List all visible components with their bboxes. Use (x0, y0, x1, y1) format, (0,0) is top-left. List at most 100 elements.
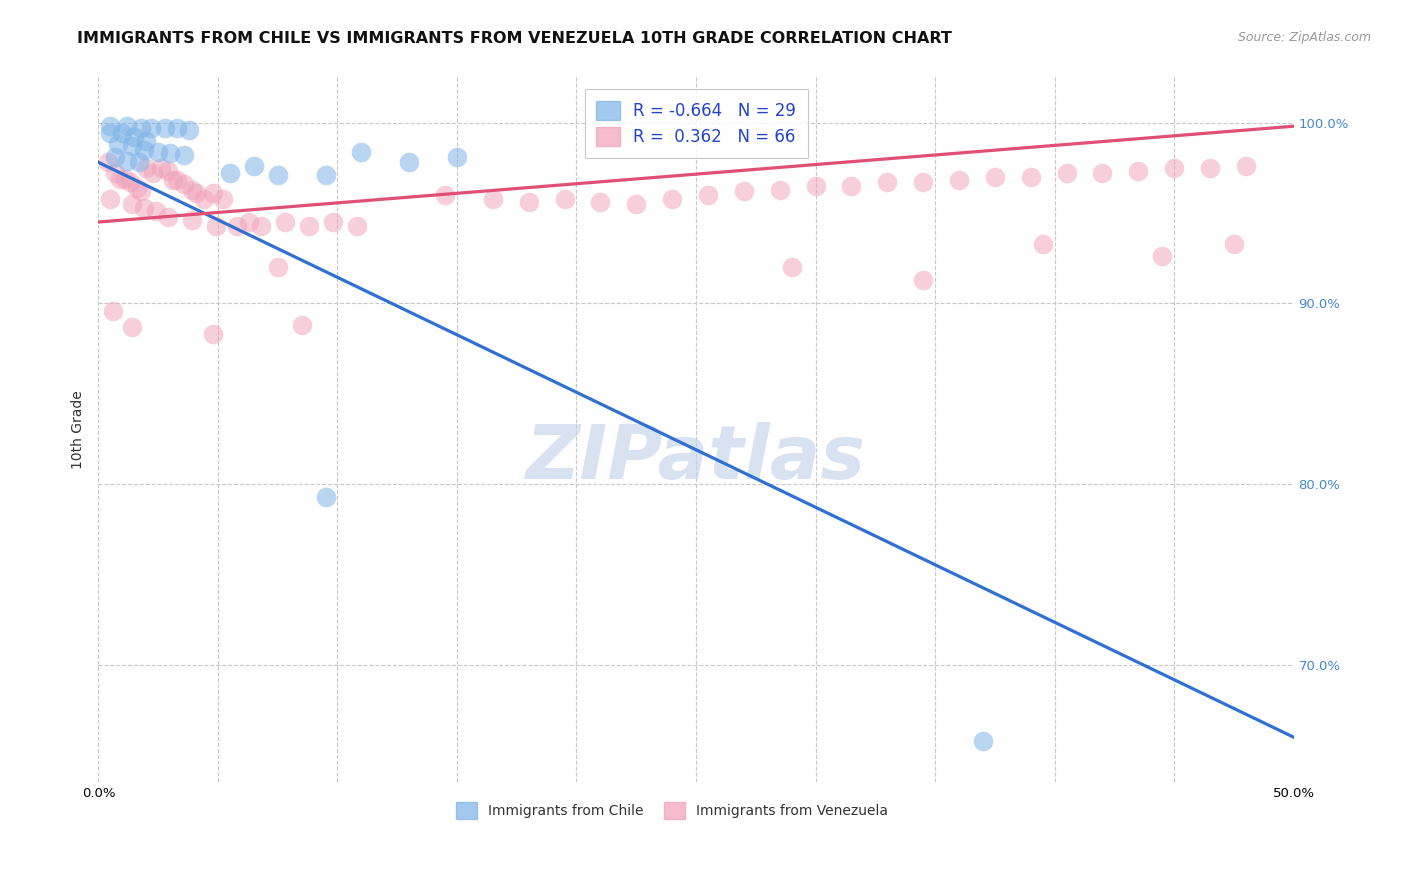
Point (159, 146, 181, 161)
Point (1032, 236, 1054, 251)
Point (250, 219, 273, 233)
Point (100, 192, 122, 206)
Point (517, 195, 540, 210)
Point (115, 120, 138, 134)
Point (1056, 166, 1078, 180)
Point (107, 137, 129, 152)
Point (166, 121, 188, 136)
Point (697, 188, 720, 202)
Point (804, 178, 827, 193)
Point (238, 215, 260, 229)
Point (156, 164, 179, 178)
Point (156, 210, 179, 224)
Point (226, 219, 249, 233)
Point (145, 204, 167, 219)
Point (108, 171, 131, 186)
Point (139, 121, 162, 136)
Point (100, 120, 122, 134)
Point (186, 186, 208, 200)
Point (104, 150, 127, 164)
Point (984, 169, 1007, 184)
Point (972, 733, 994, 747)
Point (1163, 161, 1185, 175)
Point (128, 155, 150, 169)
Point (149, 161, 172, 175)
Point (101, 303, 124, 318)
Point (121, 139, 143, 153)
Point (202, 327, 225, 342)
Point (1223, 236, 1246, 251)
Point (554, 192, 576, 206)
Point (173, 177, 195, 191)
Point (135, 161, 157, 175)
Point (162, 173, 184, 187)
Point (1152, 249, 1174, 263)
Point (589, 195, 612, 210)
Point (322, 215, 344, 229)
Point (180, 182, 202, 196)
Point (769, 182, 792, 196)
Point (100, 127, 122, 141)
Point (398, 155, 420, 169)
Point (132, 201, 155, 215)
Point (132, 143, 155, 157)
Point (267, 260, 290, 275)
Point (97, 155, 120, 169)
Point (482, 192, 505, 206)
Point (1234, 159, 1257, 173)
Point (204, 219, 226, 233)
Y-axis label: 10th Grade: 10th Grade (72, 391, 86, 469)
Point (315, 168, 337, 182)
Point (135, 134, 157, 148)
Point (125, 180, 148, 194)
Point (148, 145, 170, 159)
Point (166, 173, 188, 187)
Point (173, 148, 195, 162)
Text: Source: ZipAtlas.com: Source: ZipAtlas.com (1237, 31, 1371, 45)
Point (243, 159, 266, 173)
Point (912, 273, 935, 287)
Point (179, 123, 201, 137)
Point (118, 175, 141, 189)
Point (912, 175, 935, 189)
Point (841, 178, 863, 193)
Point (780, 260, 803, 275)
Point (131, 121, 153, 136)
Point (1091, 166, 1114, 180)
Point (193, 192, 215, 206)
Point (1199, 161, 1222, 175)
Point (115, 153, 138, 168)
Point (211, 192, 233, 206)
Point (131, 184, 153, 198)
Point (346, 219, 368, 233)
Point (124, 130, 146, 145)
Point (121, 197, 143, 211)
Point (1019, 169, 1042, 184)
Point (111, 127, 134, 141)
Point (350, 145, 373, 159)
Point (626, 197, 648, 211)
Point (219, 166, 242, 180)
Point (114, 171, 136, 186)
Point (274, 215, 297, 229)
Point (315, 490, 337, 504)
Text: ZIPatlas: ZIPatlas (526, 422, 866, 494)
Point (948, 173, 970, 187)
Point (298, 219, 321, 233)
Point (121, 319, 143, 334)
Legend: Immigrants from Chile, Immigrants from Venezuela: Immigrants from Chile, Immigrants from V… (450, 797, 894, 825)
Point (733, 184, 755, 198)
Point (446, 150, 468, 164)
Point (1128, 164, 1150, 178)
Point (104, 166, 127, 180)
Point (291, 318, 314, 332)
Point (876, 175, 898, 189)
Point (661, 192, 683, 206)
Text: IMMIGRANTS FROM CHILE VS IMMIGRANTS FROM VENEZUELA 10TH GRADE CORRELATION CHART: IMMIGRANTS FROM CHILE VS IMMIGRANTS FROM… (77, 31, 952, 46)
Point (155, 121, 177, 136)
Point (434, 188, 457, 202)
Point (180, 213, 202, 227)
Point (142, 166, 165, 180)
Point (202, 186, 225, 200)
Point (267, 168, 290, 182)
